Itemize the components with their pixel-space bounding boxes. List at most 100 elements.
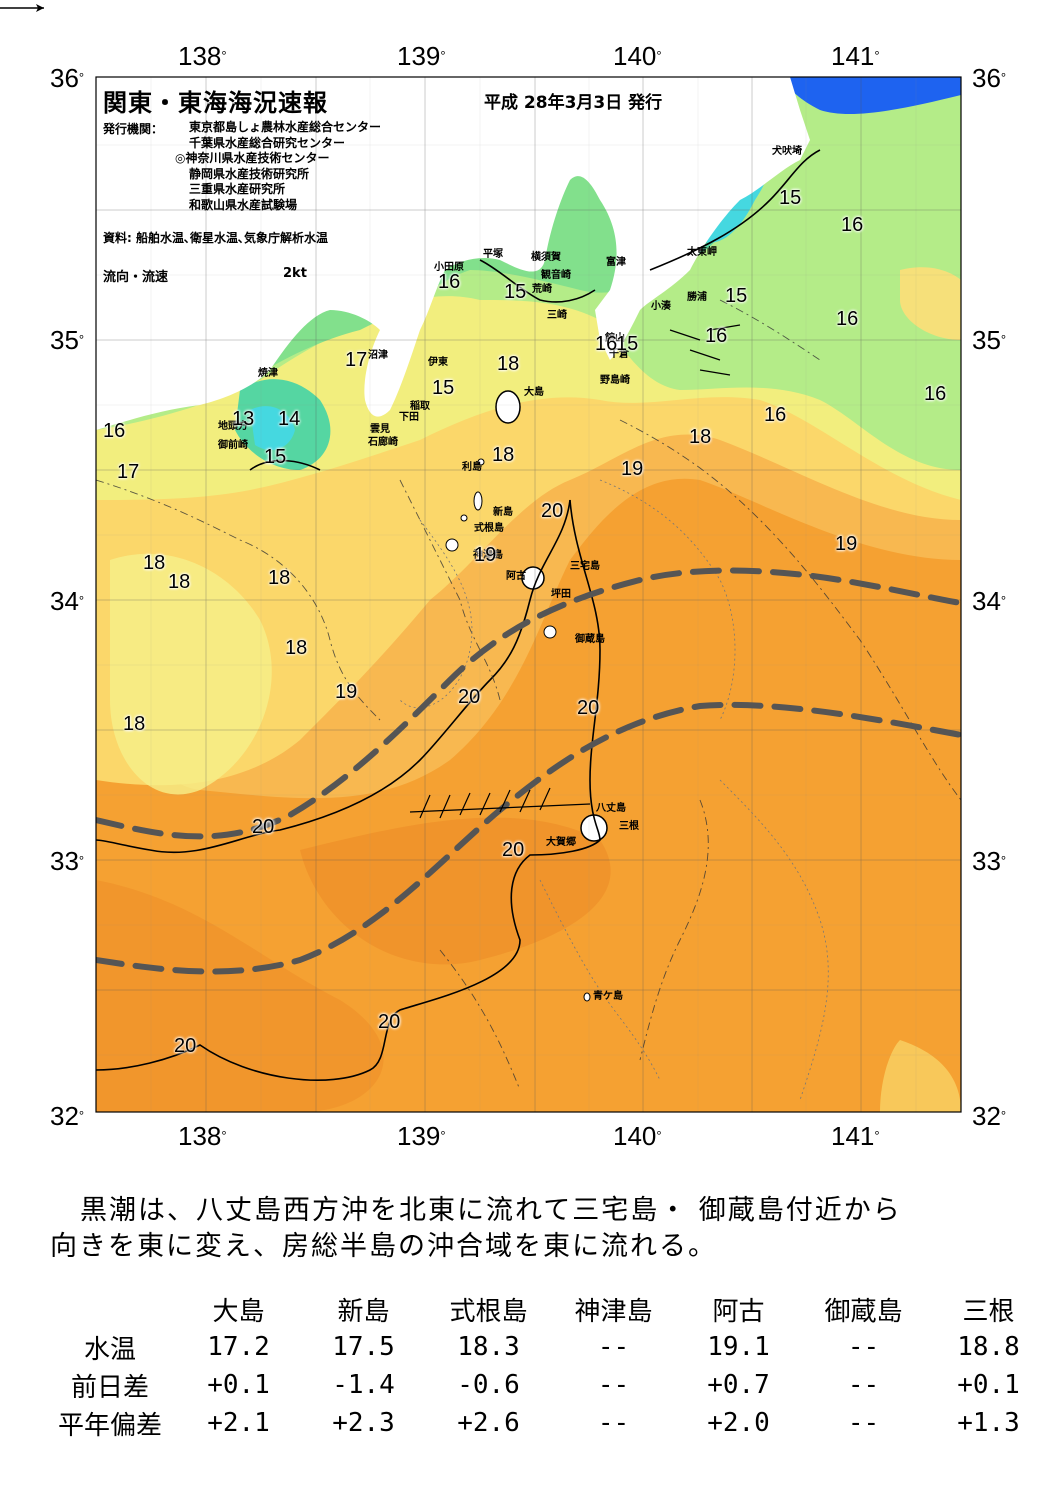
temp-label: 18 [285,637,308,659]
place-mikurajima: 御蔵島 [575,634,605,645]
land-mass [96,77,810,430]
table-cell: -- [597,1408,630,1438]
table-cell: +1.3 [957,1408,1020,1438]
organization-item: ◎神奈川県水産技術センター [175,151,330,165]
lon-label-138-bottom: 138° [178,1121,227,1151]
place-niijima: 新島 [493,507,513,518]
temp-label: 15 [264,446,287,468]
place-okago: 大賀郷 [546,837,576,848]
lat-label-34-left: 34° [50,586,85,616]
temp-label: 20 [174,1035,197,1057]
place-miyakejima: 三宅島 [570,561,600,572]
table-row: 前日差 +0.1 -1.4 -0.6 -- +0.7 -- +0.1 [44,1366,1051,1404]
temp-label: 16 [595,333,618,355]
table-cell: +2.3 [332,1408,395,1438]
place-kannonzaki: 観音崎 [541,270,571,281]
lat-label-36-left: 36° [50,63,85,93]
temp-label: 18 [689,426,712,448]
observation-table: 大島 新島 式根島 神津島 阿古 御蔵島 三根 水温 17.2 17.5 18.… [44,1290,1051,1442]
temp-label: 20 [502,839,525,861]
temp-label: 19 [335,681,358,703]
isotherm-lines [96,149,821,1081]
table-cell: 19.1 [707,1332,770,1362]
temp-label: 18 [268,567,291,589]
current-legend-arrow-icon [0,4,44,12]
lat-label-36-right: 36° [972,63,1007,93]
column-header: 式根島 [449,1296,528,1327]
current-arrows [409,324,741,819]
temp-label: 20 [541,500,564,522]
shikinejima-island [460,514,468,522]
place-chikura: 千倉 [609,349,629,360]
temp-label: 15 [779,187,802,209]
organization-item: 三重県水産研究所 [189,182,286,196]
aogashima-island [583,992,591,1002]
toshima-island [477,458,485,466]
table-cell: -0.6 [457,1370,520,1400]
temp-label: 19 [621,458,644,480]
place-aogashima: 青ケ島 [593,991,623,1002]
grid-lines [96,77,961,1112]
table-cell: +2.1 [207,1408,270,1438]
column-header: 三根 [962,1296,1015,1327]
table-cell: +2.0 [707,1408,770,1438]
column-header: 御蔵島 [824,1296,903,1327]
organization-item: 東京都島しょ農林水産総合センター [189,120,382,134]
table-cell: -- [597,1332,630,1362]
temp-label: 20 [577,697,600,719]
table-cell: -- [847,1332,880,1362]
lat-label-32-right: 32° [972,1101,1007,1131]
place-inubouzaki: 犬吠埼 [772,146,802,157]
temp-label: 15 [432,377,455,399]
cold-water-zone [780,77,961,115]
map-title: 関東・東海海況速報 [103,89,328,117]
lat-label-33-left: 33° [50,846,85,876]
warm-core-zone [96,880,384,1112]
column-header: 新島 [337,1296,390,1327]
table-cell: -- [847,1370,880,1400]
place-tateyama: 館山 [605,333,625,344]
row-header: 平年偏差 [57,1410,162,1441]
issue-date: 平成 28年3月3日 発行 [484,93,663,113]
organization-item: 千葉県水産総合研究センター [189,135,346,150]
org-label: 発行機関： [103,122,164,136]
temp-label: 19 [474,544,497,566]
organization-item: 静岡県水産技術研究所 [189,166,310,181]
kozushima-island [445,538,459,552]
row-header: 水温 [83,1334,136,1365]
lat-label-33-right: 33° [972,846,1007,876]
place-kominato: 小湊 [651,301,671,312]
lon-label-140-top: 140° [613,41,662,71]
map-frame [95,76,962,1113]
temp-label: 16 [764,404,787,426]
place-yaizu: 焼津 [258,368,278,379]
temp-label: 18 [123,713,146,735]
temp-label: 16 [841,214,864,236]
place-kumomi: 雲見 [370,424,390,435]
lon-label-140-bottom: 140° [613,1121,662,1151]
place-odawara: 小田原 [434,262,464,273]
table-row: 水温 17.2 17.5 18.3 -- 19.1 -- 18.8 [44,1328,1051,1366]
place-hiratsuka: 平塚 [483,249,503,260]
organization-list: 東京都島しょ農林水産総合センター 千葉県水産総合研究センター ◎神奈川県水産技術… [175,120,382,213]
temp-label: 16 [836,308,859,330]
place-futtsu: 富津 [606,257,626,268]
table-cell: +0.1 [957,1370,1020,1400]
place-ako: 阿古 [506,571,526,582]
oshima-island [495,390,521,424]
place-tsubota: 坪田 [551,589,571,600]
lon-label-138-top: 138° [178,41,227,71]
current-legend-label: 流向・流速 [103,270,169,285]
place-ito: 伊東 [428,357,448,368]
place-irozaki: 石廊崎 [368,437,398,448]
lat-label-35-right: 35° [972,325,1007,355]
place-omaezaki: 御前崎 [218,440,248,451]
table-header-row: 大島 新島 式根島 神津島 阿古 御蔵島 三根 [44,1290,1051,1328]
temp-label: 18 [497,353,520,375]
temp-label: 18 [168,571,191,593]
temp-label: 19 [835,533,858,555]
niijima-island [473,491,483,511]
data-source: 資料: 船舶水温､衛星水温､気象庁解析水温 [103,231,328,245]
temp-label: 14 [278,408,301,430]
place-oshima: 大島 [524,387,544,398]
